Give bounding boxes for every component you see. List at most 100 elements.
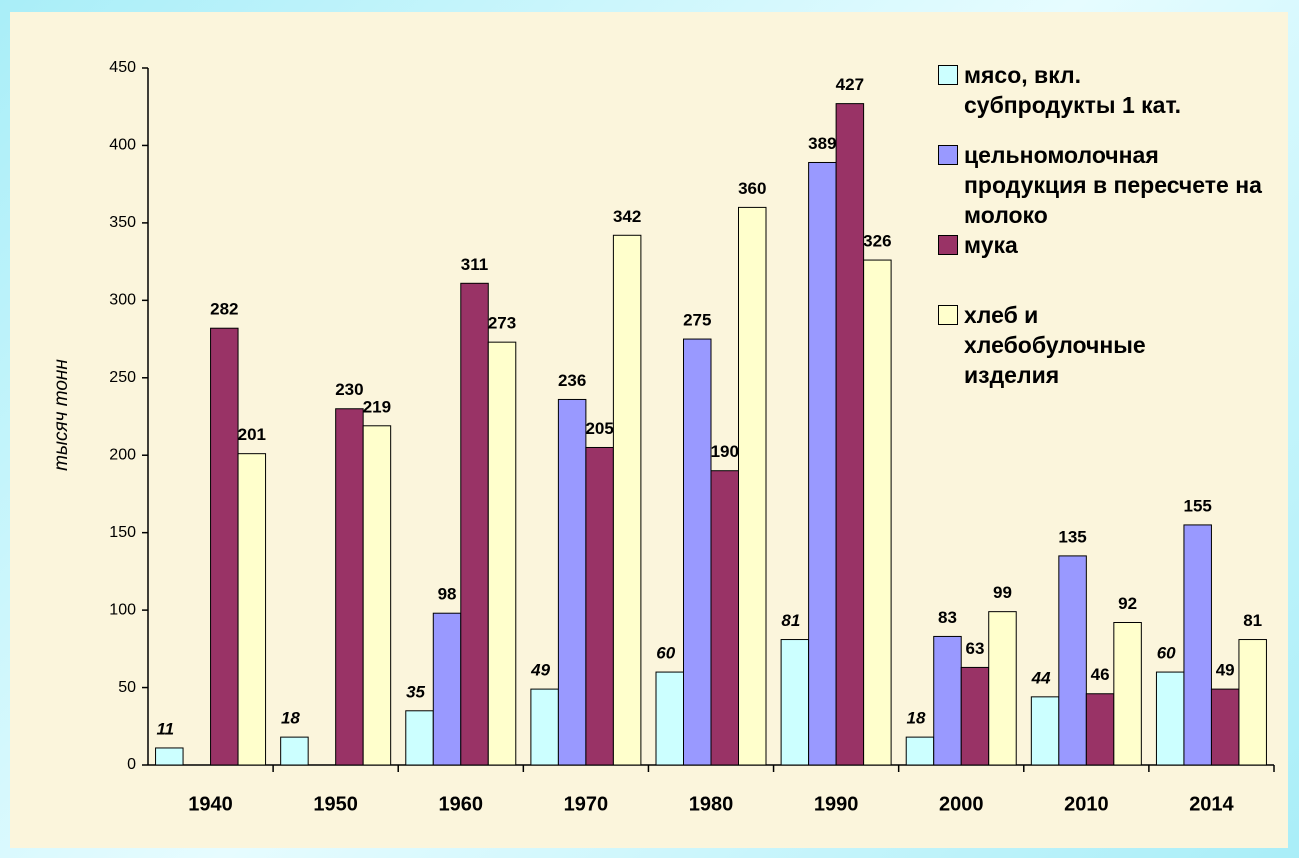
data-label: 205 bbox=[585, 419, 613, 438]
x-tick-label: 2000 bbox=[939, 793, 984, 815]
bar bbox=[808, 161, 837, 766]
y-tick-label: 400 bbox=[109, 137, 136, 154]
bar bbox=[432, 612, 462, 766]
bar bbox=[155, 747, 184, 766]
data-label: 60 bbox=[1157, 644, 1176, 663]
legend-label: мука bbox=[964, 232, 1018, 258]
bar bbox=[210, 327, 239, 766]
data-label: 35 bbox=[406, 682, 425, 701]
data-label: 49 bbox=[1216, 661, 1235, 680]
bar bbox=[1030, 696, 1060, 766]
y-tick-label: 100 bbox=[109, 601, 136, 618]
data-label: 81 bbox=[1243, 611, 1262, 630]
bar bbox=[362, 425, 392, 766]
data-label: 360 bbox=[738, 179, 766, 198]
bar bbox=[1155, 671, 1185, 766]
legend-swatch bbox=[938, 145, 958, 165]
data-label: 18 bbox=[907, 709, 926, 728]
bar bbox=[405, 710, 434, 766]
bar bbox=[1238, 639, 1267, 766]
legend-label: хлеб и хлебобулочные изделия bbox=[964, 302, 1146, 388]
legend-swatch bbox=[938, 65, 958, 85]
bar bbox=[905, 736, 935, 766]
bar bbox=[1058, 555, 1087, 766]
data-label: 236 bbox=[558, 371, 586, 390]
bar bbox=[1183, 524, 1212, 766]
data-label: 219 bbox=[363, 397, 391, 416]
bar bbox=[487, 341, 517, 766]
legend: мясо, вкл. субпродукты 1 кат. цельномолоч… bbox=[938, 60, 1283, 390]
y-tick-label: 0 bbox=[127, 756, 136, 773]
data-label: 389 bbox=[808, 134, 836, 153]
y-tick-label: 450 bbox=[109, 59, 136, 76]
y-tick-label: 200 bbox=[109, 446, 136, 463]
legend-item: цельномолочная продукция в пересчете на … bbox=[938, 140, 1283, 230]
legend-item: мука bbox=[938, 230, 1283, 260]
bar bbox=[933, 635, 962, 766]
x-tick-label: 2014 bbox=[1189, 793, 1234, 815]
bar bbox=[863, 259, 892, 766]
x-tick-label: 1970 bbox=[564, 793, 609, 815]
data-label: 81 bbox=[781, 611, 800, 630]
data-label: 190 bbox=[711, 442, 739, 461]
data-label: 230 bbox=[335, 380, 363, 399]
bar bbox=[237, 453, 267, 766]
legend-swatch bbox=[938, 235, 958, 255]
data-label: 282 bbox=[210, 300, 238, 319]
bar bbox=[738, 206, 767, 766]
data-label: 44 bbox=[1031, 668, 1051, 687]
data-label: 11 bbox=[156, 719, 174, 738]
legend-item: хлеб и хлебобулочные изделия bbox=[938, 300, 1283, 390]
data-label: 275 bbox=[683, 311, 711, 330]
y-tick-label: 350 bbox=[109, 214, 136, 231]
data-label: 49 bbox=[530, 661, 550, 680]
data-label: 201 bbox=[238, 425, 266, 444]
bar bbox=[1085, 693, 1115, 766]
data-label: 83 bbox=[938, 608, 957, 627]
data-label: 63 bbox=[966, 639, 985, 658]
bar bbox=[988, 611, 1017, 766]
data-label: 326 bbox=[863, 232, 891, 251]
legend-item: мясо, вкл. субпродукты 1 кат. bbox=[938, 60, 1283, 120]
x-tick-label: 1950 bbox=[313, 793, 358, 815]
y-tick-label: 50 bbox=[118, 679, 136, 696]
data-label: 92 bbox=[1118, 594, 1137, 613]
y-tick-label: 150 bbox=[109, 524, 136, 541]
y-tick-label: 250 bbox=[109, 369, 136, 386]
data-label: 46 bbox=[1091, 665, 1110, 684]
bar bbox=[835, 103, 865, 766]
bar bbox=[683, 338, 712, 766]
bar bbox=[1210, 688, 1240, 766]
y-axis-label: тысяч тонн bbox=[51, 359, 72, 471]
bar bbox=[585, 446, 614, 766]
data-label: 98 bbox=[438, 585, 457, 604]
bar bbox=[960, 666, 990, 766]
x-tick-label: 1990 bbox=[814, 793, 859, 815]
bar bbox=[710, 470, 739, 766]
data-label: 60 bbox=[656, 644, 675, 663]
legend-label: цельномолочная продукция в пересчете на … bbox=[964, 142, 1262, 228]
bar bbox=[530, 688, 559, 766]
x-tick-label: 2010 bbox=[1064, 793, 1109, 815]
bar bbox=[1113, 622, 1142, 766]
bar bbox=[335, 408, 364, 766]
legend-label: мясо, вкл. субпродукты 1 кат. bbox=[964, 62, 1182, 118]
x-tick-label: 1960 bbox=[439, 793, 484, 815]
data-label: 427 bbox=[836, 75, 864, 94]
bar bbox=[780, 639, 810, 766]
data-label: 342 bbox=[613, 207, 641, 226]
bar bbox=[557, 398, 587, 766]
bar bbox=[612, 234, 642, 766]
data-label: 273 bbox=[488, 314, 516, 333]
x-tick-label: 1980 bbox=[689, 793, 734, 815]
bar bbox=[655, 671, 684, 766]
data-label: 155 bbox=[1184, 496, 1212, 515]
y-tick-label: 300 bbox=[109, 292, 136, 309]
data-label: 99 bbox=[993, 583, 1012, 602]
data-label: 311 bbox=[461, 255, 488, 274]
bar bbox=[460, 282, 489, 766]
data-label: 18 bbox=[281, 709, 300, 728]
data-label: 135 bbox=[1058, 527, 1086, 546]
bar bbox=[280, 736, 309, 766]
